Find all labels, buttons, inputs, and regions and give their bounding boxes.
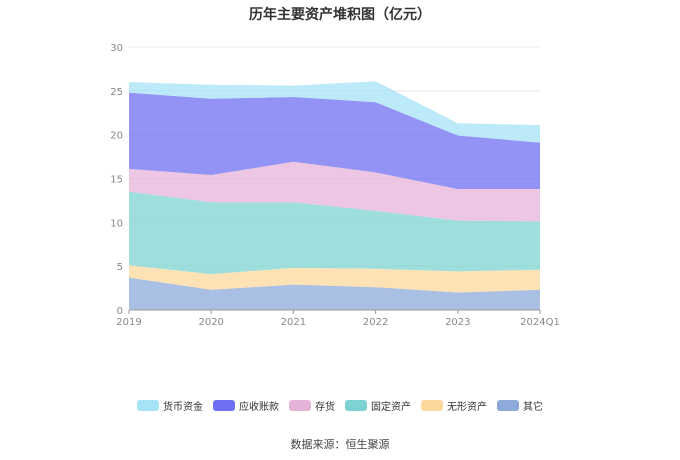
area-series-1 xyxy=(129,265,540,293)
area-series-5 xyxy=(129,81,540,143)
area-series-4 xyxy=(129,92,540,189)
legend-swatch xyxy=(137,400,159,411)
legend-item[interactable]: 存货 xyxy=(289,398,335,413)
y-tick-label: 30 xyxy=(110,43,123,54)
legend-swatch xyxy=(289,400,311,411)
legend-swatch xyxy=(421,400,443,411)
legend: 货币资金 应收账款 存货 固定资产 无形资产 其它 xyxy=(0,398,680,413)
legend-label: 其它 xyxy=(523,402,543,413)
axes: 0 5 10 15 20 25 30 2019 2020 2021 2022 2023 2024Q1 xyxy=(110,43,560,328)
legend-swatch xyxy=(497,400,519,411)
area-series-3 xyxy=(129,161,540,222)
legend-label: 应收账款 xyxy=(239,402,279,413)
legend-swatch xyxy=(345,400,367,411)
x-tick-label: 2022 xyxy=(363,317,388,328)
legend-item[interactable]: 货币资金 xyxy=(137,398,203,413)
area-series-2 xyxy=(129,191,540,275)
area-series-0 xyxy=(129,277,540,310)
legend-swatch xyxy=(213,400,235,411)
y-tick-label: 25 xyxy=(110,87,123,98)
x-tick-label: 2020 xyxy=(198,317,223,328)
y-tick-label: 20 xyxy=(110,131,123,142)
data-source-note: 数据来源：恒生聚源 xyxy=(290,438,390,451)
x-tick-label: 2019 xyxy=(116,317,141,328)
legend-label: 货币资金 xyxy=(163,402,203,413)
x-tick-label: 2023 xyxy=(445,317,470,328)
x-tick-label: 2024Q1 xyxy=(520,317,560,328)
y-tick-label: 15 xyxy=(110,175,123,186)
legend-label: 存货 xyxy=(315,402,335,413)
y-tick-label: 0 xyxy=(117,306,123,317)
y-tick-label: 5 xyxy=(117,262,123,273)
chart-title: 历年主要资产堆积图（亿元） xyxy=(249,7,431,23)
legend-label: 无形资产 xyxy=(447,402,487,413)
y-tick-label: 10 xyxy=(110,218,123,229)
legend-item[interactable]: 固定资产 xyxy=(345,398,411,413)
legend-item[interactable]: 无形资产 xyxy=(421,398,487,413)
legend-label: 固定资产 xyxy=(371,402,411,413)
legend-item[interactable]: 其它 xyxy=(497,398,543,413)
x-tick-label: 2021 xyxy=(281,317,306,328)
legend-item[interactable]: 应收账款 xyxy=(213,398,279,413)
area-layer xyxy=(129,81,540,310)
